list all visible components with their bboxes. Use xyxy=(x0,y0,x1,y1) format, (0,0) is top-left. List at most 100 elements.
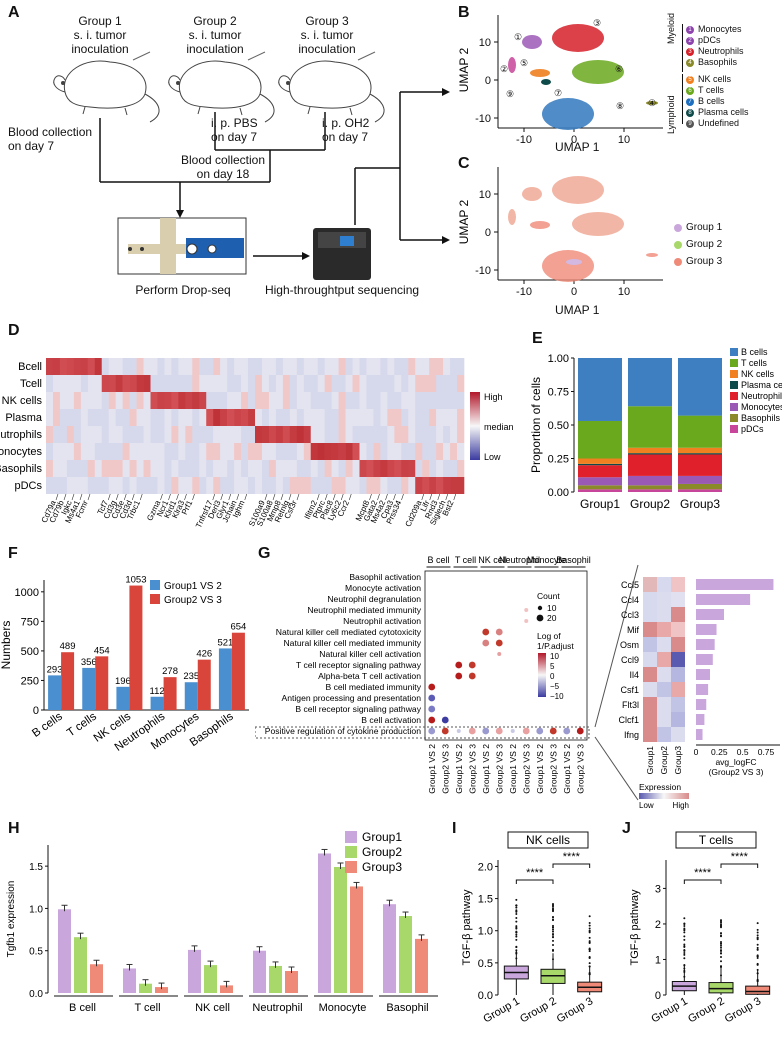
heatmap-cell xyxy=(429,477,437,494)
heatmap-cell xyxy=(310,426,318,443)
heatmap-cell xyxy=(241,477,249,494)
heatmap-cell xyxy=(352,409,360,426)
heatmap-row-label: Plasma xyxy=(5,412,43,424)
group3-line3: inoculation xyxy=(298,42,356,56)
heatmap-row-label: NK cells xyxy=(2,395,43,407)
g-heat-cell xyxy=(671,697,685,712)
heatmap-cell xyxy=(227,426,235,443)
heatmap-cell xyxy=(157,375,165,392)
heatmap-cell xyxy=(366,477,374,494)
box-outlier xyxy=(588,962,591,965)
heatmap-cell xyxy=(296,426,305,443)
heatmap-cell xyxy=(213,477,221,494)
legend-label: pDCs xyxy=(698,35,721,45)
heatmap-cell xyxy=(171,460,179,477)
gene-tick xyxy=(184,493,187,501)
group1-line2: s. i. tumor xyxy=(73,28,127,42)
heatmap-cell xyxy=(422,375,430,392)
heatmap-cell xyxy=(248,443,256,460)
heatmap-cell xyxy=(457,392,465,409)
g-comparison-label: Group2 VS 3 xyxy=(521,744,531,794)
heatmap-cell xyxy=(261,392,270,409)
heatmap-cell xyxy=(241,460,249,477)
f-bar-label: 426 xyxy=(196,649,212,660)
g-celltype-label: T cell xyxy=(455,555,476,565)
gene-tick xyxy=(348,493,352,501)
g-expression-label: Expression xyxy=(639,782,681,792)
sequencing-label: High-throughtput sequencing xyxy=(264,283,420,297)
heatmap-cell xyxy=(150,443,158,460)
cluster-label-4: ④ xyxy=(648,98,656,108)
box-outlier xyxy=(552,933,554,936)
e-xtick: Group2 xyxy=(630,497,670,511)
g-heat-cell xyxy=(671,682,685,697)
heatmap-cell xyxy=(213,358,221,375)
heatmap-cell xyxy=(338,443,346,460)
box-outlier xyxy=(720,934,722,937)
gene-tick xyxy=(429,493,433,501)
heatmap-cell xyxy=(457,375,465,392)
heatmap-cell xyxy=(108,460,116,477)
box-outlier xyxy=(588,956,591,959)
box-outlier xyxy=(515,898,518,901)
heatmap-cell xyxy=(52,426,61,443)
g-gene-label: Ifng xyxy=(624,730,639,740)
e-legend-label: NK cells xyxy=(741,369,775,379)
box-xtick: Group 3 xyxy=(723,995,763,1025)
heatmap-cell xyxy=(282,409,291,426)
heatmap-cell xyxy=(268,392,277,409)
f-bar-label: 454 xyxy=(94,645,110,656)
heatmap-cell xyxy=(234,460,242,477)
legend-swatch: 7 xyxy=(686,97,694,106)
heatmap-cell xyxy=(143,392,151,409)
heatmap-cell xyxy=(457,409,465,426)
heatmap-cell xyxy=(275,392,284,409)
heatmap-cell xyxy=(380,392,388,409)
heatmap-cell xyxy=(387,392,395,409)
dropseq-chip-illustration xyxy=(117,217,247,275)
heatmap-cell xyxy=(366,358,374,375)
box-outlier xyxy=(683,951,686,954)
heatmap-cell xyxy=(234,426,242,443)
heatmap-cell xyxy=(380,426,388,443)
g-term-label: Positive regulation of cytokine producti… xyxy=(265,726,421,736)
g-term-label: B cell receptor signaling pathway xyxy=(295,704,421,714)
heatmap-cell xyxy=(108,426,116,443)
gene-tick xyxy=(228,493,232,501)
c-cluster xyxy=(646,253,658,257)
g-logfc-bar xyxy=(696,684,709,695)
heatmap-cell xyxy=(443,460,451,477)
heatmap-cell xyxy=(122,392,130,409)
heatmap-cell xyxy=(324,358,332,375)
heatmap-cell xyxy=(282,375,291,392)
heatmap-cell xyxy=(443,443,451,460)
box-outlier xyxy=(515,933,518,936)
heatmap-cell xyxy=(206,443,214,460)
heatmap-cell xyxy=(115,460,123,477)
g-logfc-bar xyxy=(696,609,724,620)
box-ytick: 0.5 xyxy=(478,958,493,970)
g-gene-label: Clcf1 xyxy=(618,715,639,725)
sig-label: **** xyxy=(694,867,712,879)
g-dot xyxy=(428,716,436,724)
heatmap-cell xyxy=(178,392,186,409)
heatmap-cell xyxy=(143,477,151,494)
g-term-label: Natural killer cell mediated immunity xyxy=(283,638,421,648)
legend-label: Plasma cells xyxy=(698,107,749,117)
heatmap-cell xyxy=(289,426,298,443)
heatmap-cell xyxy=(436,409,444,426)
box-outlier xyxy=(756,922,759,925)
heatmap-cell xyxy=(255,392,263,409)
h-bar xyxy=(415,938,428,993)
heatmap-cell xyxy=(317,443,325,460)
heatmap-cell xyxy=(289,409,298,426)
heatmap-cell xyxy=(415,477,423,494)
heatmap-cell xyxy=(450,443,458,460)
g-log-colorbar xyxy=(538,653,546,697)
heatmap-cell xyxy=(66,477,75,494)
heatmap-cell xyxy=(324,477,332,494)
h-bar xyxy=(350,886,363,993)
heatmap-cell xyxy=(59,443,68,460)
panel-letter-e: E xyxy=(532,330,543,347)
heatmap-cell xyxy=(443,358,451,375)
